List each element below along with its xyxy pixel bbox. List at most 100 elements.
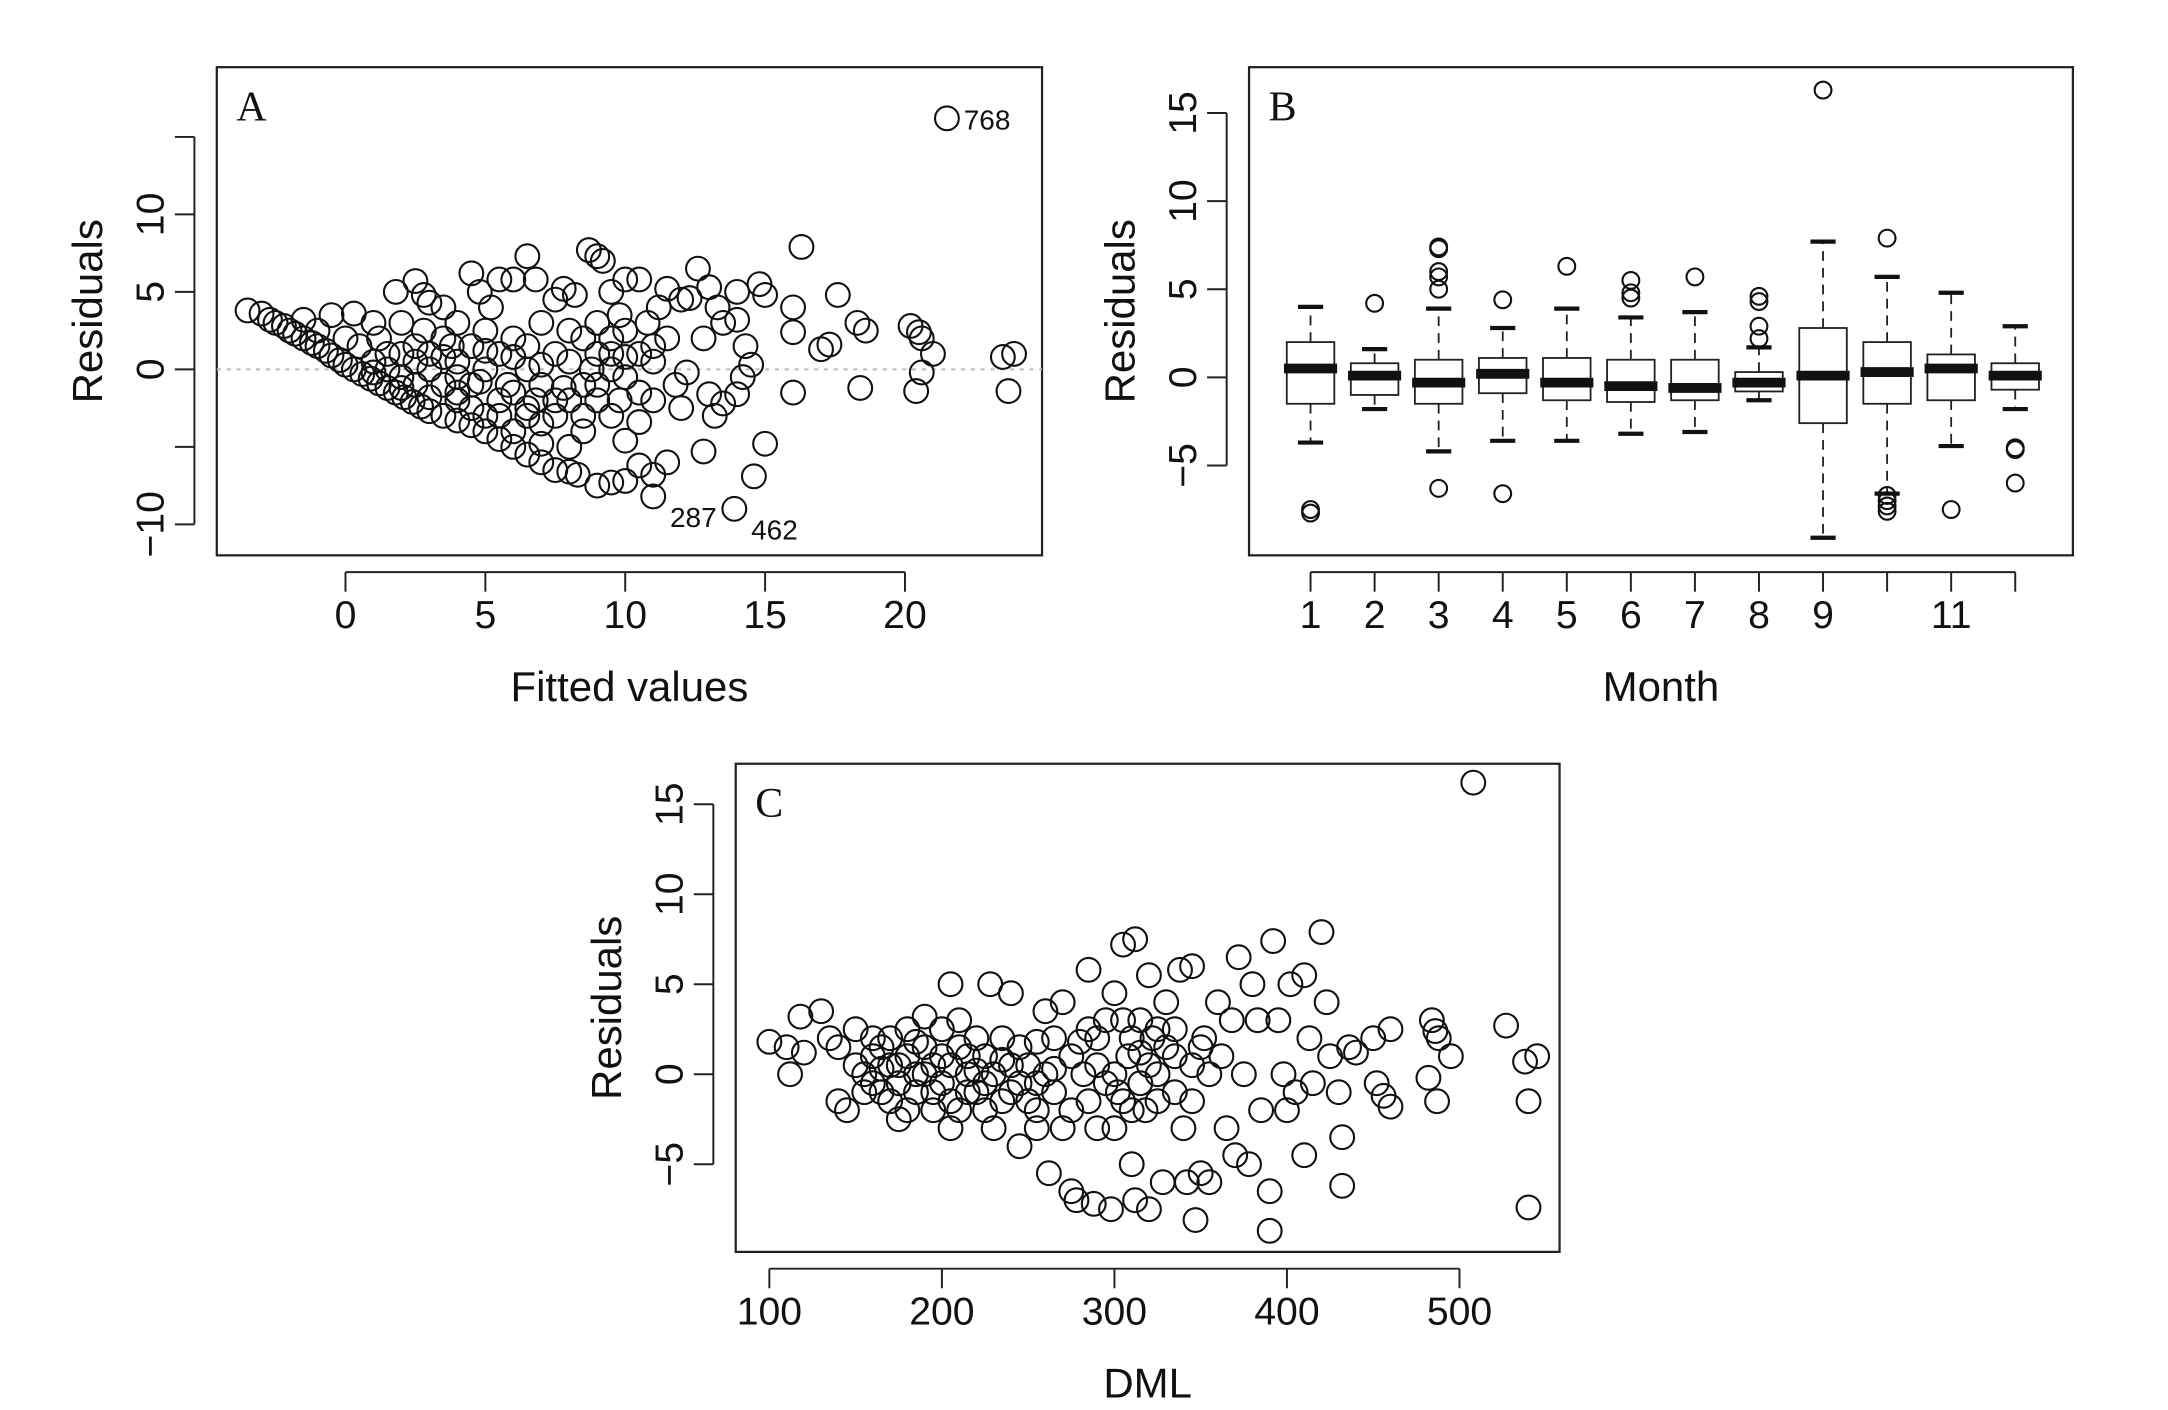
data-point <box>980 1115 1007 1142</box>
outlier-point <box>2005 473 2025 493</box>
data-point <box>685 255 711 282</box>
data-point <box>676 285 703 312</box>
x-tick-label: 300 <box>1082 1291 1147 1334</box>
data-point <box>1110 1007 1136 1034</box>
data-point <box>1377 1093 1404 1120</box>
box-month-11 <box>1924 290 1978 519</box>
outlier-point <box>2005 440 2025 460</box>
data-point <box>416 384 443 411</box>
data-point <box>402 348 429 375</box>
outlier-point <box>1429 478 1449 498</box>
data-point <box>724 278 751 305</box>
data-point <box>514 395 541 422</box>
data-point <box>584 309 611 336</box>
data-point <box>920 1079 947 1106</box>
data-point <box>842 1052 869 1079</box>
data-point <box>410 282 437 308</box>
data-point <box>1118 1025 1145 1052</box>
outlier-point <box>1749 286 1769 306</box>
data-point <box>903 1079 929 1106</box>
data-point <box>920 1097 947 1124</box>
data-point <box>528 449 555 476</box>
data-point <box>626 452 653 479</box>
x-tick-label: 500 <box>1427 1291 1492 1334</box>
data-point <box>1058 1043 1085 1070</box>
data-point <box>668 395 695 422</box>
data-point <box>542 402 569 429</box>
data-point <box>972 1043 998 1070</box>
data-point <box>1256 1178 1283 1205</box>
data-point <box>486 340 513 367</box>
data-point <box>790 1039 817 1066</box>
data-point <box>894 1097 921 1124</box>
data-point <box>937 1115 964 1142</box>
data-point <box>920 1052 947 1079</box>
data-point <box>989 344 1016 370</box>
box-month-3 <box>1412 237 1466 498</box>
data-point <box>1001 340 1028 367</box>
data-point <box>1161 1043 1188 1070</box>
x-tick-label: 4 <box>1492 594 1514 637</box>
data-point <box>1329 1124 1356 1151</box>
data-point <box>1041 1025 1067 1052</box>
data-point <box>824 282 851 308</box>
data-point <box>1512 1048 1538 1075</box>
data-point <box>1415 1064 1442 1091</box>
data-point <box>844 309 871 336</box>
data-point <box>928 1070 955 1097</box>
data-point <box>570 325 597 352</box>
data-point <box>522 387 549 414</box>
data-point <box>1515 1194 1542 1221</box>
data-point <box>1098 1196 1124 1223</box>
y-tick-label: −10 <box>130 491 173 557</box>
data-point <box>1277 971 1304 998</box>
x-tick-label: 6 <box>1620 594 1642 637</box>
data-point <box>1205 989 1231 1016</box>
data-point <box>634 309 661 336</box>
data-point <box>1274 1097 1300 1124</box>
data-point <box>514 356 541 383</box>
data-point <box>1313 989 1340 1016</box>
data-point <box>514 243 541 270</box>
data-point <box>1122 1187 1149 1214</box>
data-point <box>556 317 583 344</box>
panel-letter: C <box>755 781 783 827</box>
data-point <box>1225 944 1252 971</box>
data-point <box>374 340 401 367</box>
data-point <box>773 1034 800 1061</box>
data-point <box>1084 1052 1111 1079</box>
box-month-10 <box>1860 228 1914 521</box>
data-point <box>410 317 437 344</box>
data-point <box>402 268 429 294</box>
data-point <box>626 266 653 293</box>
data-point <box>1101 1061 1128 1088</box>
panel-letter: A <box>236 84 266 130</box>
panel-letter: B <box>1269 84 1297 130</box>
data-point <box>859 1043 886 1070</box>
data-point <box>1023 1028 1050 1055</box>
x-tick-label: 400 <box>1254 1291 1319 1334</box>
data-point <box>954 1079 981 1106</box>
data-point <box>808 998 835 1025</box>
data-point <box>1524 1043 1551 1070</box>
data-point <box>430 294 457 321</box>
data-point <box>710 309 737 336</box>
data-point <box>911 1003 938 1030</box>
data-point <box>500 379 527 406</box>
data-point <box>752 282 779 308</box>
data-point <box>972 1070 998 1097</box>
data-point <box>928 1043 955 1070</box>
data-point <box>598 340 625 367</box>
data-point <box>937 1088 964 1115</box>
data-point <box>851 1061 878 1088</box>
data-point <box>1182 1207 1209 1233</box>
data-point <box>1144 1016 1171 1043</box>
data-point <box>1006 1133 1033 1160</box>
data-point <box>1032 998 1059 1025</box>
iqr-box <box>1926 353 1976 402</box>
data-point <box>834 1097 860 1124</box>
data-point <box>732 333 759 360</box>
data-point <box>1363 1070 1390 1097</box>
data-point <box>1460 769 1487 796</box>
data-point <box>438 333 465 360</box>
